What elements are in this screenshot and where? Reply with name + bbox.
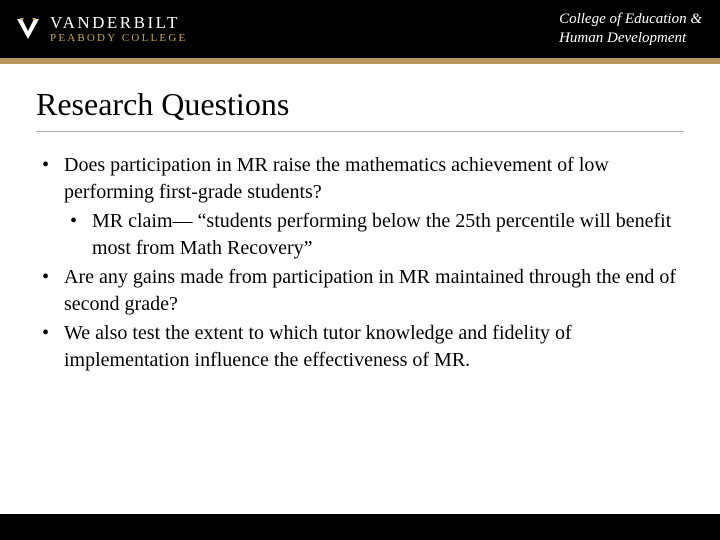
bullet-item: We also test the extent to which tutor k… [36,320,684,374]
bullet-list: Does participation in MR raise the mathe… [36,152,684,374]
college-line2: Human Development [559,29,702,48]
slide-title: Research Questions [36,86,684,132]
college-name: College of Education & Human Development [559,10,702,48]
logo-block: VANDERBILT PEABODY COLLEGE [14,14,187,44]
college-line1: College of Education & [559,10,702,29]
footer-bar [0,514,720,540]
bullet-text: We also test the extent to which tutor k… [64,322,572,371]
sub-bullet-item: MR claim— “students performing below the… [64,208,684,262]
bullet-item: Are any gains made from participation in… [36,264,684,318]
sub-bullet-text: MR claim— “students performing below the… [92,210,671,259]
logo-main-text: VANDERBILT [50,14,187,31]
logo-text: VANDERBILT PEABODY COLLEGE [50,14,187,44]
bullet-text: Does participation in MR raise the mathe… [64,154,609,203]
bullet-item: Does participation in MR raise the mathe… [36,152,684,262]
header-bar: VANDERBILT PEABODY COLLEGE College of Ed… [0,0,720,58]
bullet-text: Are any gains made from participation in… [64,266,676,315]
content-area: Research Questions Does participation in… [0,64,720,374]
vanderbilt-v-icon [14,15,42,43]
logo-sub-text: PEABODY COLLEGE [50,33,187,44]
